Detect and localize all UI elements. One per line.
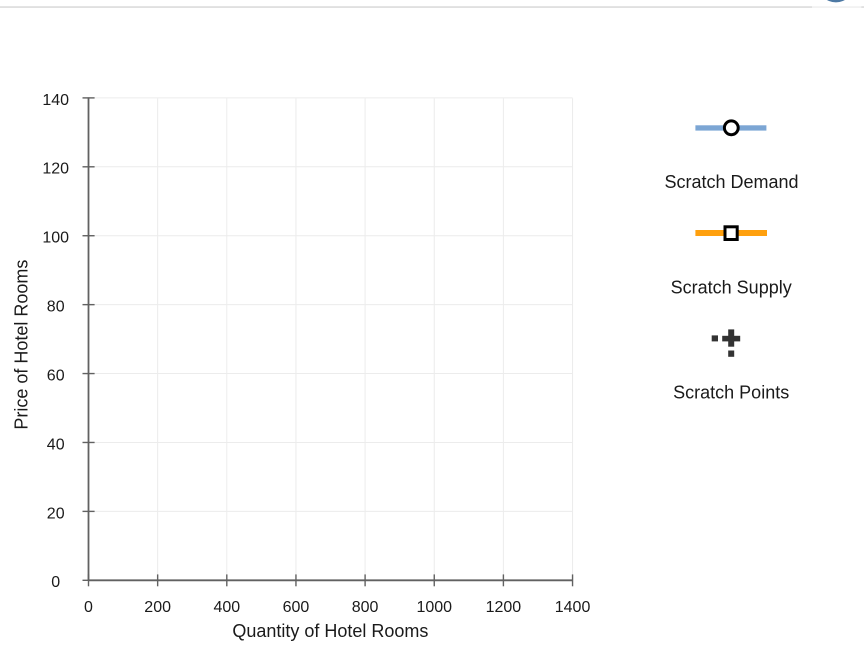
svg-text:140: 140: [42, 92, 69, 109]
svg-text:100: 100: [42, 230, 69, 247]
svg-text:0: 0: [51, 574, 60, 591]
svg-text:600: 600: [283, 599, 310, 616]
svg-text:200: 200: [144, 599, 171, 616]
svg-text:1000: 1000: [416, 599, 452, 616]
svg-text:0: 0: [84, 599, 93, 616]
svg-text:60: 60: [47, 368, 65, 385]
svg-text:Scratch Demand: Scratch Demand: [664, 172, 798, 192]
svg-text:Scratch Supply: Scratch Supply: [671, 278, 792, 298]
svg-text:400: 400: [213, 599, 240, 616]
svg-text:80: 80: [47, 299, 65, 316]
svg-text:Quantity of Hotel Rooms: Quantity of Hotel Rooms: [232, 621, 428, 641]
svg-text:800: 800: [352, 599, 379, 616]
svg-text:40: 40: [47, 436, 65, 453]
svg-text:120: 120: [42, 161, 69, 178]
svg-text:Scratch Points: Scratch Points: [673, 383, 789, 403]
svg-text:1200: 1200: [486, 599, 522, 616]
svg-text:Price of Hotel Rooms: Price of Hotel Rooms: [11, 260, 31, 430]
svg-text:20: 20: [47, 505, 65, 522]
svg-text:1400: 1400: [555, 599, 591, 616]
